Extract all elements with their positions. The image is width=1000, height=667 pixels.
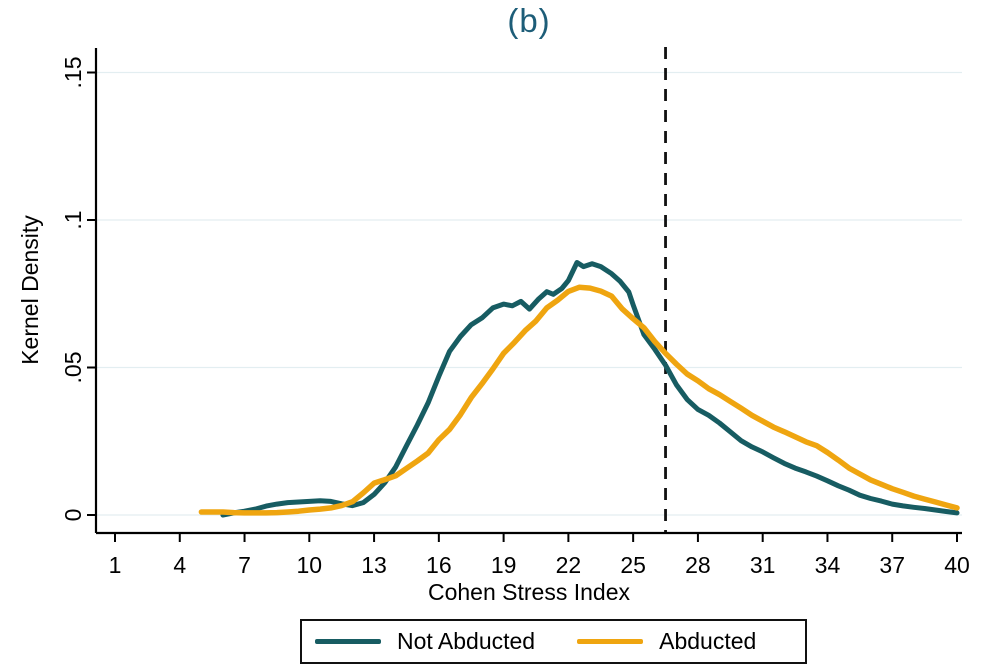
y-axis-title: Kernel Density <box>17 215 43 365</box>
x-tick-label: 19 <box>491 552 517 578</box>
y-tick-label: .15 <box>60 57 86 89</box>
y-tick-label: .05 <box>60 352 86 384</box>
curve-not-abducted <box>220 260 960 518</box>
x-axis-title: Cohen Stress Index <box>428 579 631 600</box>
x-tick-label: 4 <box>173 552 186 578</box>
density-curves <box>198 260 960 518</box>
x-tick-label: 1 <box>109 552 122 578</box>
y-tick-label: .1 <box>60 210 86 229</box>
x-tick-label: 7 <box>238 552 251 578</box>
legend-label-not-abducted: Not Abducted <box>397 628 536 654</box>
not-abducted-line-swatch <box>315 639 381 644</box>
legend-label-abducted: Abducted <box>659 628 757 654</box>
legend-entry-abducted: Abducted <box>577 628 756 655</box>
x-tick-label: 40 <box>944 552 970 578</box>
chart-title: (b) <box>507 2 551 39</box>
x-tick-label: 13 <box>361 552 387 578</box>
x-tick-label: 31 <box>750 552 776 578</box>
legend: Not Abducted Abducted <box>300 619 807 664</box>
kernel-density-plot: 0 .05 .1 .15 1 4 7 10 13 16 19 22 25 28 31 34 37 40 Kerne… <box>17 47 970 600</box>
abducted-line-swatch <box>577 639 644 644</box>
x-tick-label: 16 <box>426 552 452 578</box>
x-tick-label: 22 <box>556 552 582 578</box>
x-tick-label: 37 <box>879 552 905 578</box>
y-tick-label: 0 <box>60 509 86 522</box>
x-tick-label: 34 <box>815 552 841 578</box>
curve-abducted <box>198 284 960 516</box>
x-tick-label: 28 <box>685 552 711 578</box>
x-tick-label: 25 <box>620 552 646 578</box>
gridlines <box>96 71 962 516</box>
axes: 0 .05 .1 .15 1 4 7 10 13 16 19 22 25 28 31 34 37 40 <box>60 48 970 578</box>
x-tick-label: 10 <box>297 552 323 578</box>
legend-entry-not-abducted: Not Abducted <box>315 628 535 655</box>
